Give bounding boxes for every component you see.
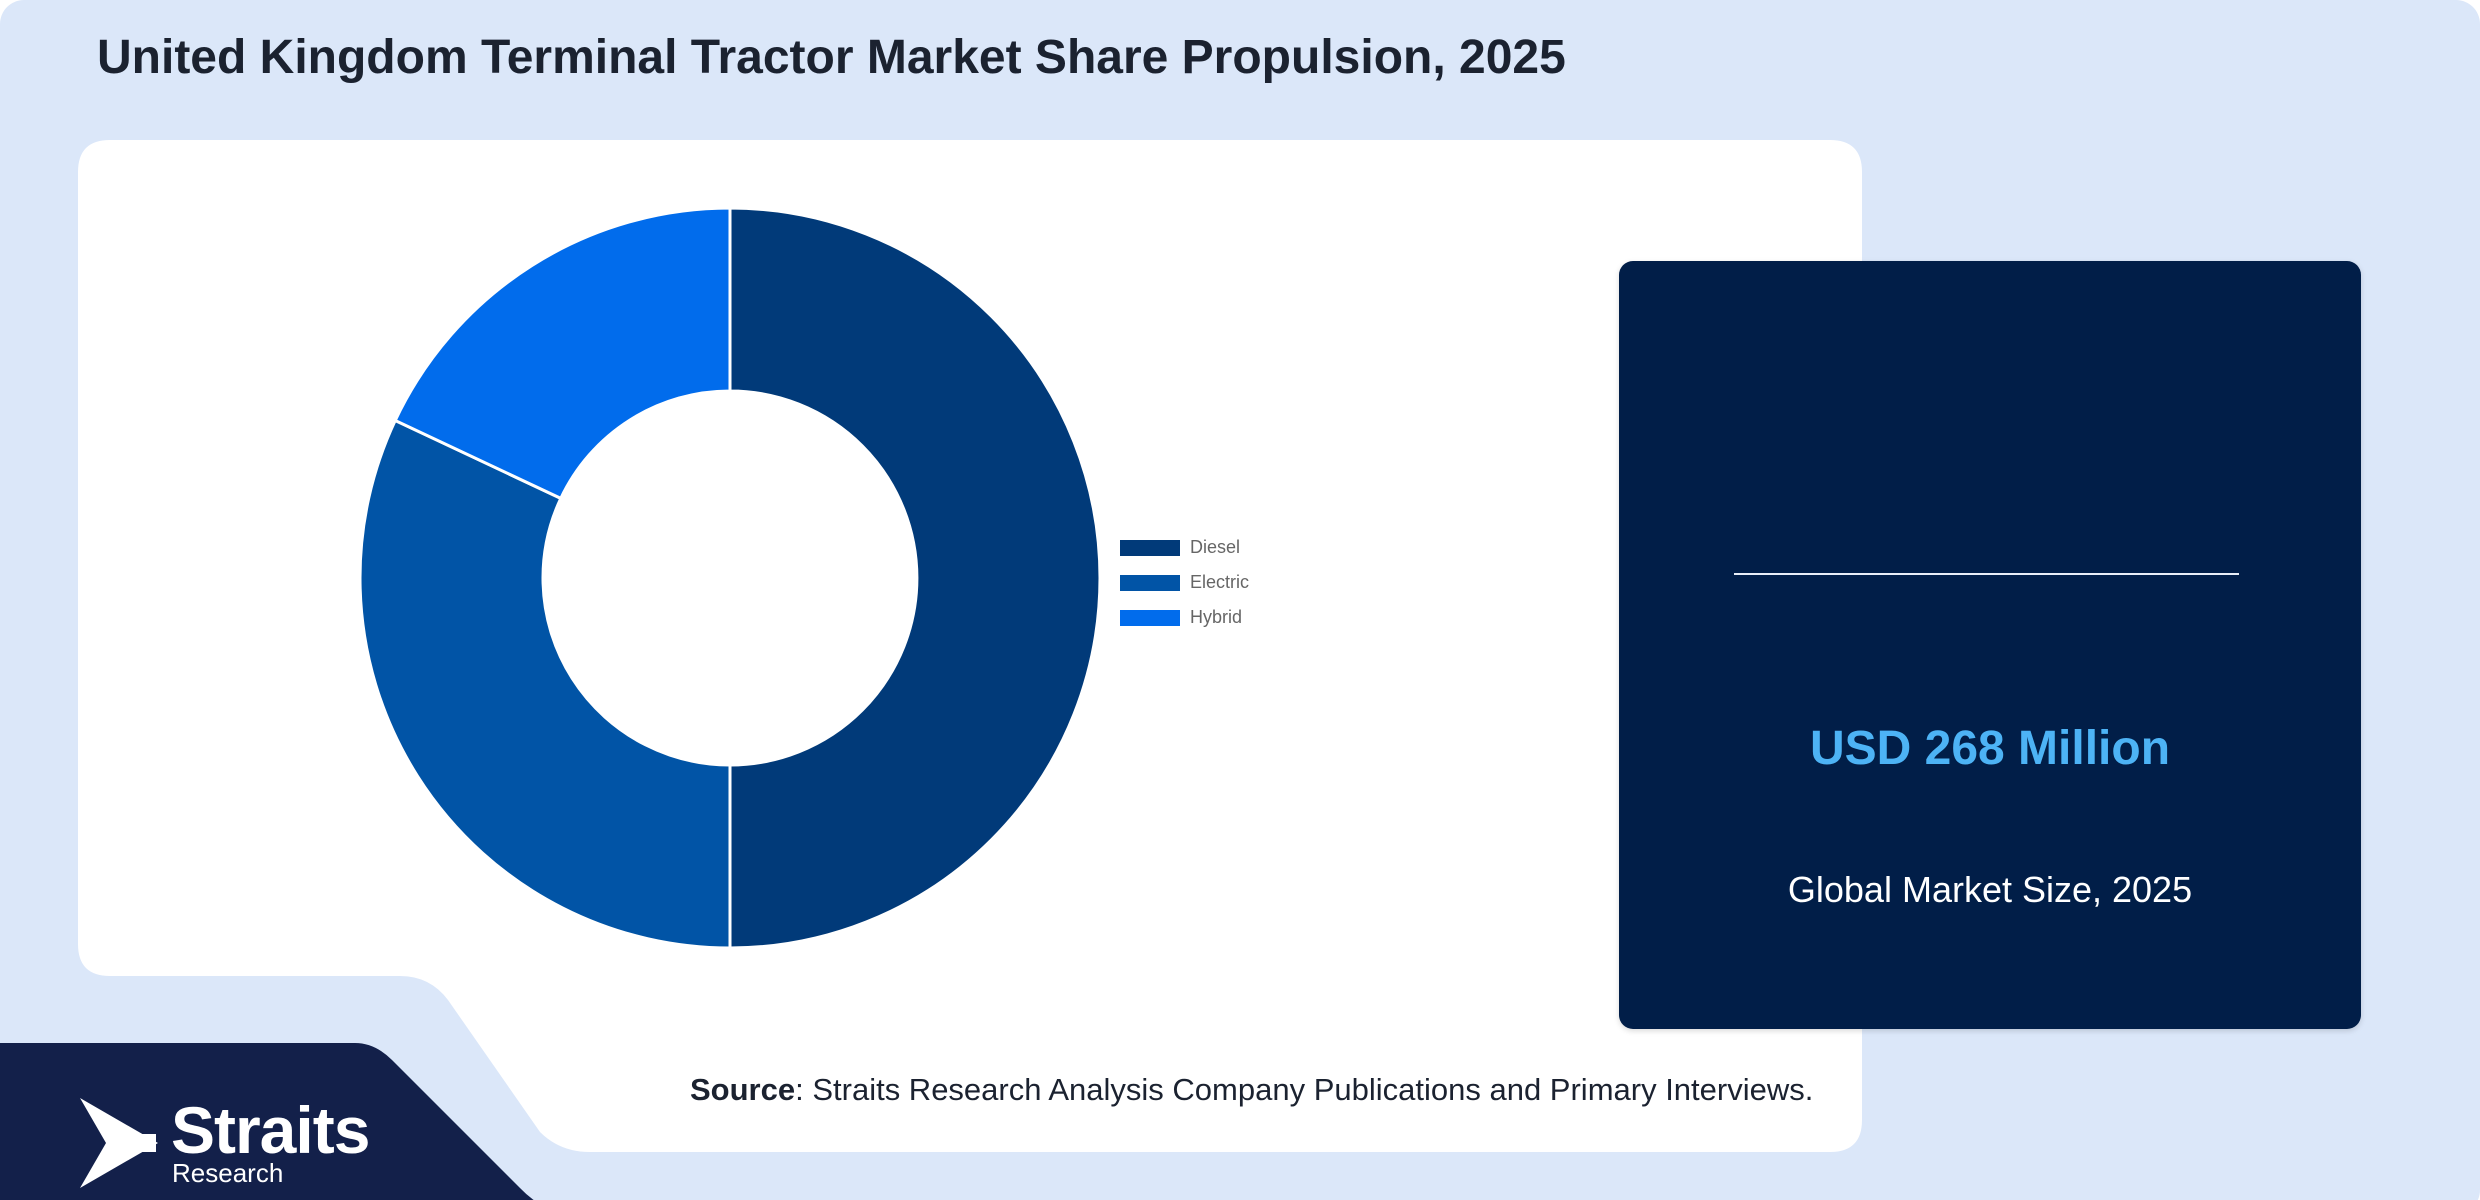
straits-logo-icon xyxy=(80,1098,158,1188)
donut-slice-diesel[interactable] xyxy=(728,206,1102,950)
brand-subname: Research xyxy=(172,1158,284,1188)
stat-divider xyxy=(1734,573,2239,575)
legend-label: Electric xyxy=(1190,572,1250,592)
source-text: : Straits Research Analysis Company Publ… xyxy=(795,1072,1814,1107)
chart-legend: Diesel Electric Hybrid xyxy=(1120,530,1249,635)
footer-band xyxy=(0,1043,534,1200)
brand-name: Straits xyxy=(171,1093,370,1167)
source-note: Source: Straits Research Analysis Compan… xyxy=(690,1072,1813,1108)
market-size-value: USD 268 Million xyxy=(1809,722,2171,775)
source-prefix: Source xyxy=(690,1072,796,1107)
legend-item-diesel[interactable]: Diesel xyxy=(1120,530,1249,565)
legend-swatch xyxy=(1120,539,1180,556)
donut-slice-hybrid[interactable] xyxy=(393,206,732,501)
legend-item-electric[interactable]: Electric xyxy=(1120,565,1249,600)
market-size-label: Global Market Size, 2025 xyxy=(1787,869,2193,910)
legend-swatch xyxy=(1120,609,1180,626)
legend-label: Hybrid xyxy=(1190,607,1243,627)
legend-label: Diesel xyxy=(1190,537,1241,557)
legend-swatch xyxy=(1120,574,1180,591)
legend-item-hybrid[interactable]: Hybrid xyxy=(1120,600,1249,635)
market-size-card: USD 268 Million Global Market Size, 2025 xyxy=(1619,261,2361,1029)
page-title: United Kingdom Terminal Tractor Market S… xyxy=(97,31,1566,84)
donut-chart xyxy=(358,206,1102,950)
donut-slice-electric[interactable] xyxy=(358,418,732,950)
